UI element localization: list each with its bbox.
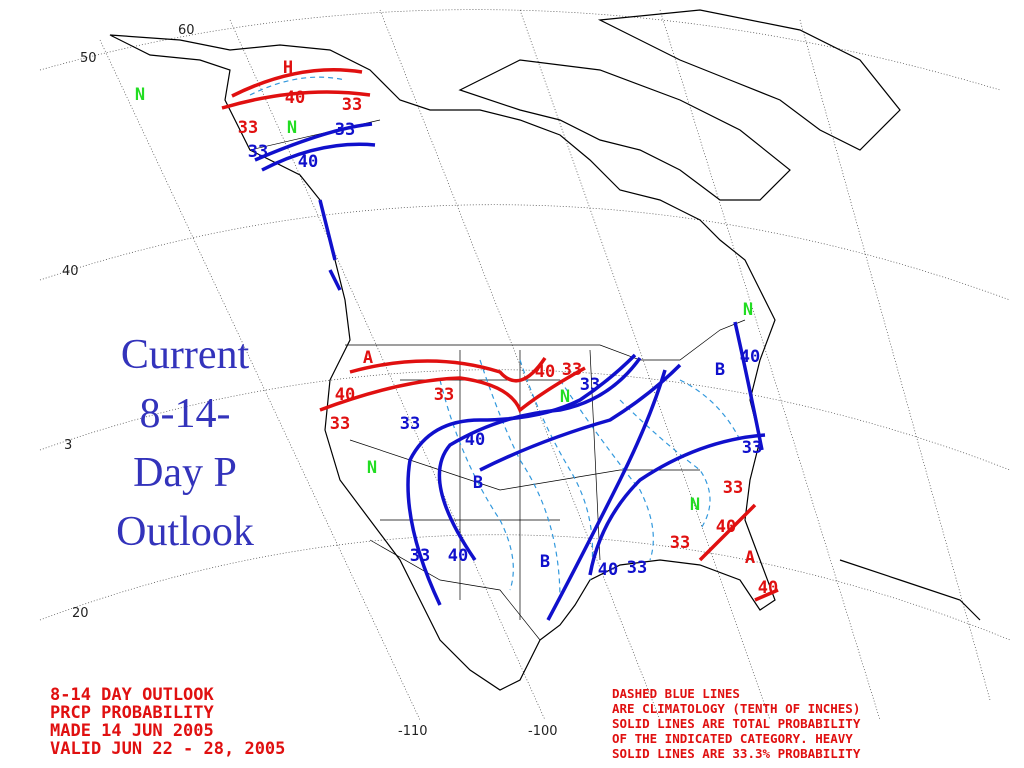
- latitude-label: 40: [62, 264, 79, 279]
- legend-note: OF THE INDICATED CATEGORY. HEAVY: [612, 731, 853, 746]
- contour-label: N: [743, 300, 753, 320]
- contour-label: 40: [448, 546, 468, 566]
- contour-label: N: [135, 85, 145, 105]
- contour-label: 33: [330, 414, 350, 434]
- contour-label: N: [560, 387, 570, 407]
- contour-label: 33: [723, 478, 743, 498]
- contour-label: 33: [335, 120, 355, 140]
- contour-label: N: [287, 118, 297, 138]
- contour-label: B: [473, 473, 483, 493]
- contour-label: A: [363, 348, 373, 368]
- legend-note: DASHED BLUE LINES: [612, 686, 740, 701]
- climatology-contours: [249, 76, 741, 601]
- slide-title: Current: [121, 332, 250, 378]
- legend-note: SOLID LINES ARE 33.3% PROBABILITY: [612, 746, 861, 761]
- contour-label: 33: [434, 385, 454, 405]
- longitude-label: -100: [528, 724, 558, 739]
- contour-label: 40: [465, 430, 485, 450]
- contour-label: 40: [535, 362, 555, 382]
- contour-label: 40: [298, 152, 318, 172]
- contour-label: H: [283, 58, 293, 78]
- contour-label: 33: [238, 118, 258, 138]
- outlook-header: VALID JUN 22 - 28, 2005: [50, 739, 285, 759]
- probability-contours: [221, 68, 779, 621]
- contour-label: 33: [580, 375, 600, 395]
- legend-note: SOLID LINES ARE TOTAL PROBABILITY: [612, 716, 861, 731]
- outlook-header: PRCP PROBABILITY: [50, 703, 215, 723]
- outlook-header: 8-14 DAY OUTLOOK: [50, 685, 215, 705]
- contour-label: 40: [740, 347, 760, 367]
- legend-note: ARE CLIMATOLOGY (TENTH OF INCHES): [612, 701, 860, 716]
- contour-label: B: [540, 552, 550, 572]
- contour-label: 33: [742, 438, 762, 458]
- contour-label: 33: [400, 414, 420, 434]
- contour-label: A: [745, 548, 755, 568]
- outlook-header: MADE 14 JUN 2005: [50, 721, 214, 741]
- slide-title: 8-14-: [140, 391, 231, 437]
- latitude-label: 50: [80, 51, 97, 66]
- longitude-label: -110: [398, 724, 428, 739]
- contour-label: 40: [758, 578, 778, 598]
- contour-label: 33: [410, 546, 430, 566]
- contour-label: 40: [598, 560, 618, 580]
- latitude-label: 60: [178, 23, 195, 38]
- contour-label: 40: [285, 88, 305, 108]
- contour-label: 33: [627, 558, 647, 578]
- latitude-label: 3: [64, 438, 72, 453]
- contour-label: N: [367, 458, 377, 478]
- slide-title: Day P: [133, 450, 237, 496]
- contour-label: 40: [716, 517, 736, 537]
- contour-label: 33: [562, 360, 582, 380]
- contour-label: B: [715, 360, 725, 380]
- coastlines: [109, 9, 981, 691]
- contour-label: 40: [335, 385, 355, 405]
- slide-title: Outlook: [116, 509, 254, 555]
- contour-label: 33: [342, 95, 362, 115]
- contour-label: 33: [248, 142, 268, 162]
- contour-label: 33: [670, 533, 690, 553]
- latitude-label: 20: [72, 606, 89, 621]
- contour-label: N: [690, 495, 700, 515]
